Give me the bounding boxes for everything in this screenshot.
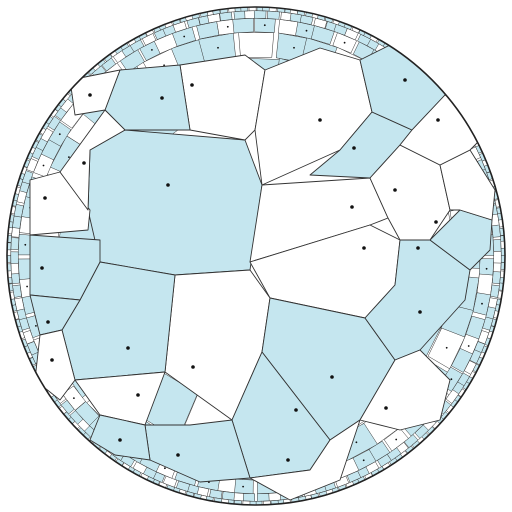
boundary-cell [10,251,19,264]
cell-sites [40,78,440,462]
boundary-cell-site [362,459,365,462]
boundary-cell-site [73,397,75,399]
boundary-cell-site [343,41,346,44]
voronoi-cells [29,39,496,501]
boundary-cell [491,224,501,238]
boundary-cell-site [164,467,166,470]
cell-top-left-white-2 [69,69,121,116]
cell-top-right-blue-site [403,78,407,82]
boundary-cell [232,17,254,34]
boundary-cell-site [183,35,186,38]
boundary-cell-site [68,156,70,159]
cell-right-lower-blue-site [418,310,422,314]
cell-left-small-white-site [43,196,47,200]
boundary-cell-site [263,24,266,27]
boundary-cell [238,32,275,58]
cell-bottom-middle-site [294,408,298,412]
cell-bottom-far-white-site [286,458,290,462]
cell-top-right-mid-site [318,118,322,122]
cell-lower-right-white-site [384,406,388,410]
boundary-cell [253,10,267,19]
boundary-cell-site [485,267,488,270]
boundary-cell [493,251,502,264]
cell-left-small-white [29,171,91,236]
boundary-cell [476,273,494,296]
boundary-cell-site [151,49,153,51]
cell-center-left [87,129,263,276]
cell-bottom-center-blue-site [176,453,180,457]
boundary-cell-site [395,438,398,441]
cell-center-right-site [362,246,366,250]
boundary-cell-site [42,164,45,167]
boundary-cell-site [355,441,358,444]
cell-top-center-site [190,83,194,87]
cell-center-right-top-site [350,205,354,209]
cell-bottom-far-white [249,419,361,501]
cell-left-upper-site [40,266,44,270]
cell-center-bottom-site [191,365,195,369]
cell-right-edge-white-site [434,220,438,224]
boundary-cell [451,348,474,373]
boundary-cell-site [163,64,166,67]
boundary-cell [267,10,280,20]
boundary-cell-site [242,485,245,488]
cell-bottom-right-big-site [330,375,334,379]
boundary-cell-site [445,346,448,349]
boundary-cell-site [26,285,28,288]
cell-mid-left-blue-site [46,320,50,324]
boundary-cell [242,493,255,502]
boundary-cell-site [58,133,61,136]
boundary-cell-site [481,302,483,305]
cell-right-middle-blue-site [352,146,356,150]
cell-center-right-top [249,177,389,263]
boundary-cell [10,237,20,250]
cell-top-center [179,54,266,141]
cell-far-right-blue [429,209,493,271]
boundary-cell-site [226,25,229,28]
cell-bottom-left-blue-2-site [118,438,122,442]
cell-right-upper-site [393,188,397,192]
boundary-cell-site [217,46,219,49]
boundary-cell [492,271,501,285]
cell-top-left-white-2-site [88,93,92,97]
boundary-cell [492,239,502,252]
boundary-cell-site [293,46,295,49]
boundary-cell-site [305,29,308,32]
disk-border [6,6,506,506]
cell-left-middle-site [126,346,130,350]
cell-top-left-blue-site [160,96,164,100]
boundary-cell-site [24,243,27,246]
boundary-cell-site [35,325,37,327]
cell-upper-left-white-site [82,161,86,165]
cell-far-right-top-white-site [436,118,440,122]
cell-center-left-site [166,183,170,187]
cell-upper-left-white [59,109,126,211]
boundary-cell [257,493,270,502]
cell-bottom-left-blue-2 [89,414,151,461]
cell-left-lower-white-site [50,358,54,362]
cell-far-right-blue-site [416,246,420,250]
boundary-cell-site [450,378,453,381]
cell-bottom-left-site [136,393,140,397]
boundary-cell [233,10,247,20]
boundary-cell-site [467,345,470,347]
cell-left-upper [29,234,101,301]
